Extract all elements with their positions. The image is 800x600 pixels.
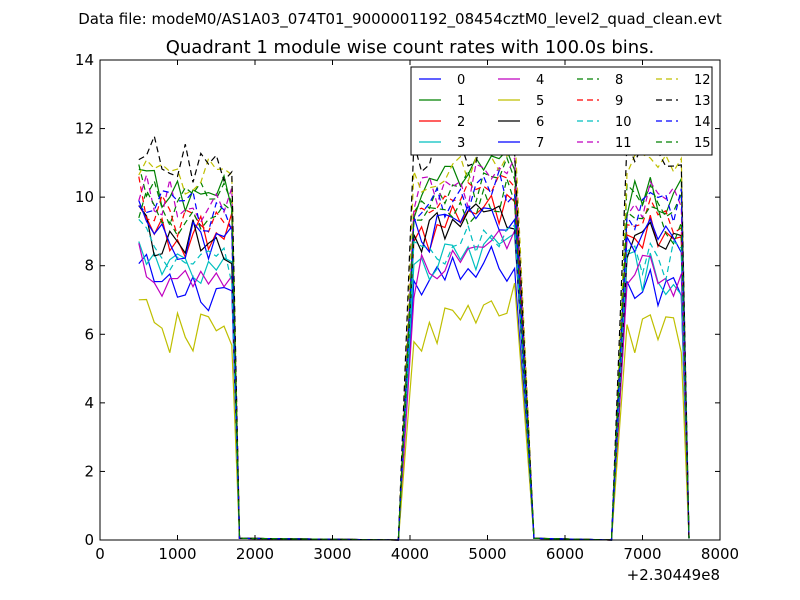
x-offset-label: +2.30449e8 — [627, 566, 720, 584]
legend-label: 5 — [536, 94, 544, 109]
x-tick-label: 5000 — [468, 545, 506, 563]
series-line-9 — [138, 174, 690, 541]
legend-label: 10 — [615, 115, 632, 130]
y-tick-label: 14 — [75, 51, 94, 69]
y-tick-label: 0 — [84, 531, 94, 549]
x-tick-label: 7000 — [623, 545, 661, 563]
legend-label: 2 — [457, 115, 465, 130]
x-tick-label: 8000 — [701, 545, 739, 563]
y-tick-label: 8 — [84, 257, 94, 275]
x-axis: 0 1000 2000 3000 4000 5000 6000 7000 8000 — [95, 60, 739, 563]
legend-label: 6 — [536, 115, 544, 130]
x-tick-label: 0 — [95, 545, 105, 563]
series-line-0 — [138, 244, 690, 541]
y-tick-label: 6 — [84, 325, 94, 343]
series-line-13 — [138, 127, 690, 541]
y-tick-label: 12 — [75, 120, 94, 138]
y-tick-label: 4 — [84, 394, 94, 412]
legend-label: 12 — [694, 73, 711, 88]
x-tick-label: 4000 — [391, 545, 429, 563]
legend-label: 3 — [457, 136, 465, 151]
plot-lines — [138, 127, 690, 541]
legend-label: 4 — [536, 73, 544, 88]
legend-label: 11 — [615, 136, 632, 151]
series-line-5 — [138, 282, 690, 541]
legend-label: 15 — [694, 136, 711, 151]
legend-label: 9 — [615, 94, 623, 109]
series-line-14 — [138, 168, 690, 541]
series-line-11 — [138, 157, 690, 541]
legend-box — [410, 66, 713, 156]
series-line-12 — [138, 127, 690, 541]
series-line-1 — [138, 149, 690, 541]
x-tick-label: 2000 — [236, 545, 274, 563]
x-tick-label: 3000 — [313, 545, 351, 563]
series-line-3 — [138, 232, 690, 541]
figure-suptitle: Data file: modeM0/AS1A03_074T01_90000011… — [78, 10, 722, 29]
legend-label: 1 — [457, 94, 465, 109]
legend-label: 13 — [694, 94, 711, 109]
x-tick-label: 1000 — [158, 545, 196, 563]
series-line-6 — [138, 203, 690, 541]
y-tick-label: 2 — [84, 462, 94, 480]
legend-label: 0 — [457, 73, 465, 88]
series-line-10 — [138, 218, 690, 541]
series-line-4 — [138, 229, 690, 541]
y-tick-label: 10 — [75, 188, 94, 206]
legend-label: 8 — [615, 73, 623, 88]
series-line-15 — [138, 176, 690, 541]
legend-label: 14 — [694, 115, 711, 130]
series-line-7 — [138, 200, 690, 541]
x-tick-label: 6000 — [546, 545, 584, 563]
series-line-8 — [138, 156, 690, 541]
chart-title: Quadrant 1 module wise count rates with … — [166, 37, 655, 58]
legend-label: 7 — [536, 136, 544, 151]
